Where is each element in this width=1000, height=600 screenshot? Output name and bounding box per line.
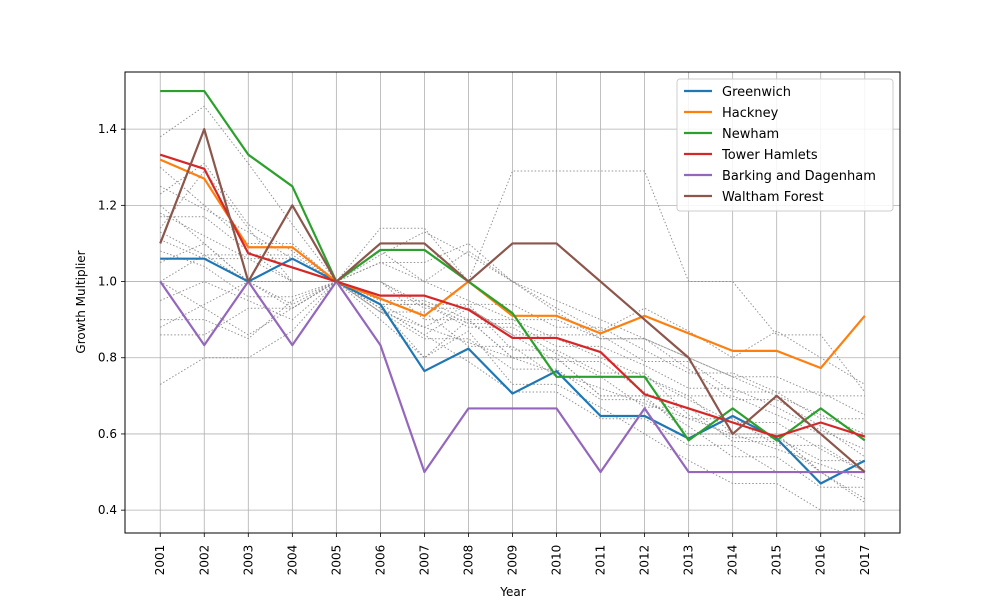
y-tick-label: 1.4 (98, 122, 117, 136)
y-tick-label: 1.2 (98, 198, 117, 212)
x-tick-label: 2016 (814, 545, 828, 576)
background-series-line (159, 280, 865, 462)
series-group (159, 89, 866, 485)
x-tick-label: 2006 (373, 545, 387, 576)
legend-label-hackney: Hackney (722, 106, 779, 121)
x-tick-label: 2009 (506, 545, 520, 576)
background-series-line (159, 185, 866, 473)
x-tick-label: 2007 (417, 545, 431, 576)
background-series-line (159, 254, 866, 473)
series-line-greenwich (160, 257, 866, 485)
x-tick-label: 2008 (461, 545, 475, 576)
x-tick-label: 2010 (550, 545, 564, 576)
y-tick-label: 0.6 (98, 427, 117, 441)
background-series-line (159, 280, 865, 511)
series-line-newham (160, 89, 866, 442)
x-tick-label: 2014 (726, 545, 740, 576)
legend-label-waltham-forest: Waltham Forest (722, 190, 824, 205)
legend-label-barking-and-dagenham: Barking and Dagenham (722, 169, 876, 184)
background-series-group (159, 105, 866, 511)
series-line-barking-and-dagenham (159, 280, 865, 474)
x-tick-label: 2013 (682, 545, 696, 576)
legend-label-tower-hamlets: Tower Hamlets (721, 148, 818, 163)
background-series-line (160, 242, 865, 435)
x-tick-label: 2004 (285, 545, 299, 576)
y-axis-ticks: 0.4 0.6 0.8 1.0 1.2 1.4 (98, 122, 125, 517)
series-line-tower-hamlets (159, 153, 866, 438)
series-line-hackney (159, 158, 866, 370)
background-series-line (159, 212, 866, 416)
x-tick-label: 2015 (770, 545, 784, 576)
background-series-line (159, 231, 866, 385)
legend: Greenwich Hackney Newham Tower Hamlets Barki… (676, 78, 894, 212)
legend-box (676, 78, 894, 212)
background-series-line (160, 242, 865, 397)
background-series-line (160, 239, 865, 450)
y-tick-label: 0.8 (98, 351, 117, 365)
y-axis-label: Growth Multiplier (74, 250, 88, 353)
x-tick-label: 2017 (858, 545, 872, 576)
background-series-line (160, 250, 865, 481)
y-tick-label: 0.4 (98, 503, 117, 517)
x-axis-label: Year (499, 585, 525, 599)
x-tick-label: 2011 (594, 545, 608, 576)
x-tick-label: 2012 (638, 545, 652, 576)
x-tick-label: 2001 (153, 545, 167, 576)
legend-label-greenwich: Greenwich (722, 85, 791, 100)
background-series-line (159, 105, 865, 488)
x-tick-label: 2005 (329, 545, 343, 576)
legend-label-newham: Newham (722, 127, 779, 142)
background-series-line (159, 166, 865, 473)
x-tick-label: 2002 (197, 545, 211, 576)
series-line-waltham-forest (159, 128, 866, 473)
x-axis-ticks: 2001 2002 2003 2004 2005 2006 2007 2008 2009 2010… (153, 533, 872, 575)
background-series-line (160, 281, 865, 420)
background-series-line (160, 261, 865, 435)
x-tick-label: 2003 (241, 545, 255, 576)
y-tick-label: 1.0 (98, 275, 117, 289)
